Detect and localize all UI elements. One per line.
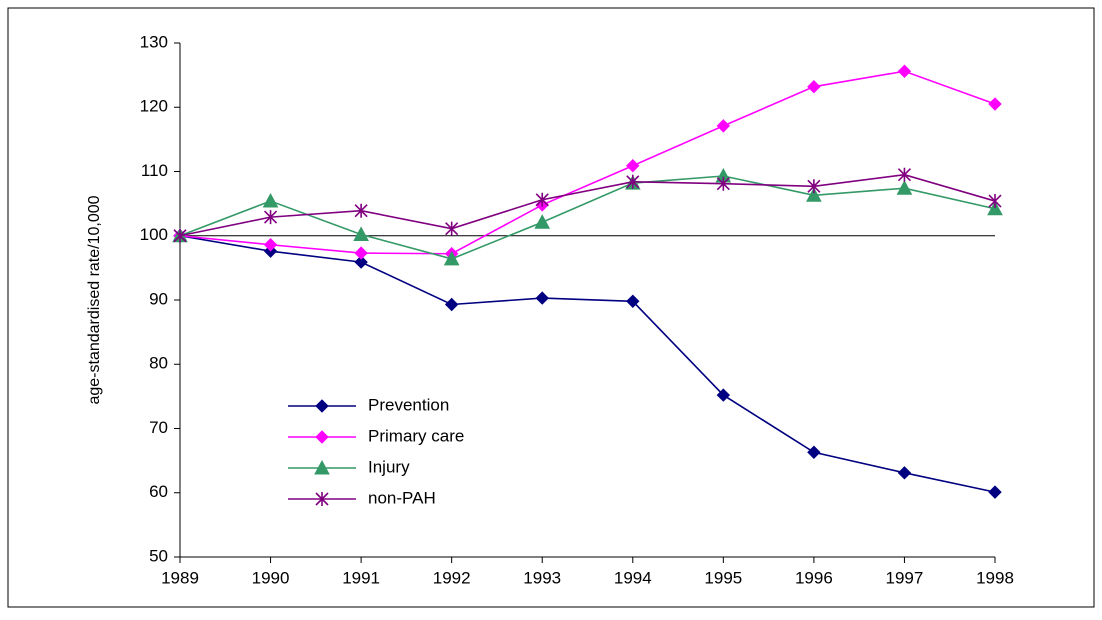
y-tick-label: 100 — [140, 225, 168, 244]
marker — [988, 97, 1002, 111]
marker — [716, 119, 731, 133]
marker — [988, 485, 1002, 499]
x-tick-label: 1996 — [795, 568, 833, 587]
legend-marker — [315, 430, 329, 444]
marker — [443, 250, 460, 266]
marker — [262, 193, 279, 208]
legend-label: Primary care — [368, 426, 464, 445]
x-tick-label: 1995 — [704, 568, 742, 587]
x-tick-label: 1990 — [252, 568, 290, 587]
marker — [626, 174, 640, 189]
x-tick-label: 1992 — [433, 568, 471, 587]
legend-marker — [315, 399, 329, 413]
y-tick-label: 60 — [149, 482, 168, 501]
marker — [534, 214, 551, 229]
marker — [896, 180, 913, 195]
marker — [716, 176, 730, 191]
chart-border — [7, 7, 1095, 608]
x-tick-label: 1998 — [976, 568, 1014, 587]
series-line — [179, 173, 996, 237]
legend-label: Prevention — [368, 395, 449, 414]
marker — [807, 445, 821, 459]
marker — [626, 294, 640, 308]
legend-label: Injury — [368, 457, 410, 476]
x-tick-label: 1994 — [614, 568, 652, 587]
y-tick-label: 70 — [149, 418, 168, 437]
marker — [806, 187, 822, 202]
marker — [897, 64, 912, 78]
legend-marker — [314, 459, 330, 475]
x-tick-label: 1991 — [342, 568, 380, 587]
x-tick-label: 1997 — [886, 568, 924, 587]
y-tick-label: 130 — [140, 32, 168, 51]
series-line — [179, 70, 996, 255]
marker — [807, 79, 821, 94]
marker — [263, 238, 278, 252]
marker — [987, 200, 1003, 216]
series-line — [179, 175, 996, 260]
y-tick-label: 120 — [140, 97, 168, 116]
marker — [897, 466, 912, 480]
marker — [988, 194, 1002, 209]
y-tick-label: 110 — [141, 161, 168, 180]
marker — [445, 221, 459, 236]
marker — [626, 159, 640, 173]
series-line — [179, 234, 996, 493]
y-tick-label: 50 — [149, 546, 168, 565]
marker — [535, 291, 549, 305]
marker — [807, 179, 821, 194]
marker — [535, 192, 549, 207]
y-tick-label: 80 — [149, 354, 168, 373]
marker — [444, 297, 459, 312]
marker — [716, 388, 731, 402]
x-tick-label: 1993 — [523, 568, 561, 587]
x-tick-label: 1989 — [161, 568, 199, 587]
y-axis-label: age-standardised rate/10,000 — [86, 195, 103, 404]
marker — [173, 228, 187, 243]
y-tick-label: 90 — [149, 289, 168, 308]
legend-label: non-PAH — [368, 488, 436, 507]
marker — [897, 167, 912, 182]
marker — [353, 226, 369, 241]
marker — [354, 203, 368, 218]
legend-marker — [315, 492, 329, 506]
marker — [354, 246, 368, 260]
marker — [354, 255, 368, 269]
marker — [263, 210, 278, 225]
